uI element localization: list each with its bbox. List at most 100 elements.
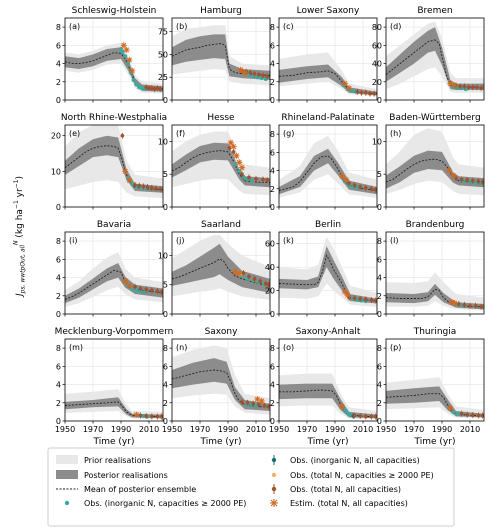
posterior-band — [172, 358, 270, 411]
obs-total-all-point — [358, 295, 363, 302]
panel-saxony: Saxony (n) 0 2 4 6 8 1950 1970 1990 2010 Time (yr) — [162, 327, 271, 447]
legend-box — [47, 447, 455, 527]
y-tick-label: 20 — [265, 287, 275, 296]
legend-obs-inorg-all-label: Obs. (inorganic N, all capacities) — [290, 456, 420, 465]
panel-saxony-anhalt: Saxony-Anhalt(o) 0 2 4 6 8 1950 1970 1990 2010 Tim… — [269, 327, 378, 447]
plot-content — [65, 18, 163, 100]
obs-inorganic-2000-point — [249, 178, 254, 183]
estim-total-all-point — [341, 288, 348, 295]
x-tick-label: 1970 — [83, 425, 103, 434]
posterior-mean-line — [65, 145, 163, 191]
obs-inorganic-2000-point — [131, 77, 136, 82]
legend-obs-total-all-label: Obs. (total N, all capacities) — [290, 485, 401, 494]
obs-total-all-point — [261, 72, 265, 79]
obs-total-all-point — [261, 176, 265, 183]
panel-label: (b) — [176, 22, 187, 31]
y-tick-label: 4 — [270, 167, 275, 176]
y-tick-label: 8 — [56, 344, 61, 353]
x-tick-label: 1950 — [376, 425, 396, 434]
panel-label: (p) — [390, 343, 401, 352]
y-tick-label: 2 — [56, 78, 61, 87]
x-tick-label: 2010 — [139, 425, 159, 434]
panel-label: (f) — [176, 129, 185, 138]
y-tick-label: 8 — [163, 344, 168, 353]
axes-frame — [171, 17, 271, 101]
axes-frame — [171, 231, 271, 315]
obs-total-all-point — [252, 70, 257, 77]
estim-total-all-point — [133, 411, 140, 418]
obs-total-all-point — [257, 401, 261, 408]
y-tick-label: 80 — [372, 23, 382, 32]
obs-total-all-point — [347, 180, 351, 187]
panel-title: Hesse — [207, 113, 235, 123]
axes-frame — [278, 124, 378, 208]
y-tick-label: 4 — [270, 381, 275, 390]
y-tick-label: 10 — [158, 137, 168, 146]
panel-berlin: Berlin (k) 0 20 40 60 — [265, 220, 378, 319]
y-tick-label: 4 — [163, 381, 168, 390]
y-tick-label: 0 — [377, 310, 382, 319]
x-tick-label: 2010 — [246, 425, 266, 434]
obs-total-all-point — [248, 69, 253, 76]
obs-total-all-point — [133, 283, 137, 290]
obs-total-all-point — [150, 85, 154, 92]
obs-inorganic-2000-point — [473, 180, 478, 185]
x-tick-label: 2010 — [460, 425, 480, 434]
obs-total-all-point — [352, 412, 357, 419]
estim-total-all-point — [126, 177, 133, 184]
obs-total-all-point — [155, 288, 160, 295]
posterior-band — [279, 148, 377, 195]
y-tick-label: 4 — [56, 60, 61, 69]
x-tick-label: 1950 — [162, 425, 182, 434]
panel-title: Rhineland-Palatinate — [281, 113, 375, 123]
y-tick-label: 2 — [270, 78, 275, 87]
estim-total-all-point — [120, 42, 127, 49]
x-tick-label: 1990 — [111, 425, 131, 434]
plot-content — [172, 18, 270, 100]
obs-total-all-point — [468, 302, 472, 309]
obs-total-all-point — [240, 171, 244, 178]
obs-inorganic-2000-point — [344, 408, 349, 413]
obs-total-all-point — [258, 278, 263, 285]
x-axis-label: Time (yr) — [93, 437, 135, 447]
panel-grid: Schleswig-Holstein(a)02468Hamburg(b)0255… — [51, 6, 485, 447]
estim-total-all-point — [237, 66, 244, 73]
x-axis-label: Time (yr) — [200, 437, 242, 447]
y-tick-label: 6 — [56, 362, 61, 371]
posterior-band — [386, 386, 484, 418]
panel-title: Mecklenburg-Vorpommern — [55, 327, 174, 337]
plot-content — [386, 339, 484, 421]
posterior-band — [279, 64, 377, 96]
obs-total-all-point — [145, 184, 150, 191]
obs-total-all-point — [133, 181, 137, 188]
y-tick-label: 0 — [56, 310, 61, 319]
estim-total-all-point — [447, 405, 454, 412]
x-tick-label: 1990 — [325, 425, 345, 434]
y-tick-label: 6 — [56, 41, 61, 50]
x-tick-label: 1990 — [432, 425, 452, 434]
posterior-mean-line — [65, 269, 163, 300]
y-tick-label: 6 — [270, 362, 275, 371]
y-tick-label: 8 — [377, 344, 382, 353]
estim-total-all-point — [129, 67, 136, 74]
y-tick-label: 20 — [372, 78, 382, 87]
y-tick-label: 20 — [51, 132, 61, 141]
obs-inorganic-2000-point — [355, 297, 360, 302]
posterior-band — [172, 142, 270, 188]
y-tick-label: 0 — [56, 203, 61, 212]
estim-total-all-point — [241, 69, 248, 76]
y-tick-label: 0 — [270, 417, 275, 426]
plot-content — [172, 232, 270, 314]
posterior-mean-line — [386, 158, 484, 184]
obs-total-all-point — [373, 297, 377, 304]
legend-obs-total-2000-marker — [271, 472, 277, 478]
obs-total-all-point — [373, 186, 377, 193]
axes-frame — [385, 231, 485, 315]
estim-total-all-point — [346, 85, 352, 92]
axes-frame — [385, 338, 485, 422]
obs-total-all-point — [364, 296, 368, 303]
obs-total-all-point — [266, 403, 270, 410]
y-tick-label: 2 — [270, 399, 275, 408]
panel-hesse: Hesse (f) 0 5 10 — [158, 113, 271, 212]
